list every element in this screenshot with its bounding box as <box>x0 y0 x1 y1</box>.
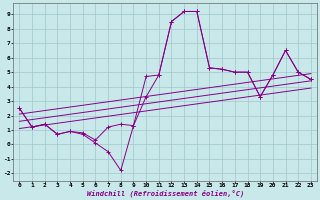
X-axis label: Windchill (Refroidissement éolien,°C): Windchill (Refroidissement éolien,°C) <box>86 190 244 197</box>
